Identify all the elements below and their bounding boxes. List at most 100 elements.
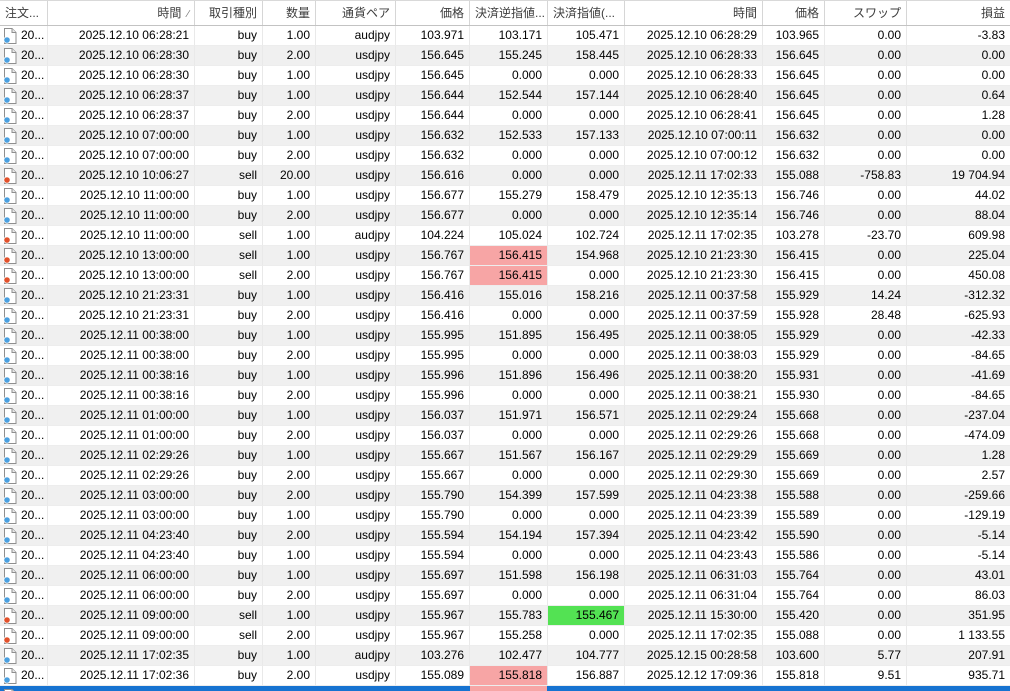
- column-header-time-close[interactable]: 時間: [625, 1, 763, 25]
- table-row[interactable]: 20... 2025.12.10 06:28:30 buy 2.00 usdjp…: [0, 46, 1010, 66]
- table-row[interactable]: 20... 2025.12.11 06:00:00 buy 1.00 usdjp…: [0, 566, 1010, 586]
- table-row[interactable]: 20... 2025.12.10 11:00:00 buy 2.00 usdjp…: [0, 206, 1010, 226]
- symbol-cell: usdjpy: [316, 346, 396, 366]
- table-row[interactable]: 20... 2025.12.11 17:02:36 buy 2.00 usdjp…: [0, 666, 1010, 686]
- symbol-cell: usdjpy: [316, 206, 396, 226]
- table-row[interactable]: 20... 2025.12.11 00:38:00 buy 2.00 usdjp…: [0, 346, 1010, 366]
- table-row[interactable]: 20... 2025.12.11 09:00:00 sell 2.00 usdj…: [0, 626, 1010, 646]
- column-header-order[interactable]: 注文...: [0, 1, 48, 25]
- order-document-icon: [3, 248, 17, 264]
- price-close-cell: 155.669: [763, 466, 825, 486]
- column-header-symbol[interactable]: 通貨ペア: [316, 1, 396, 25]
- type-cell: buy: [195, 586, 263, 606]
- column-header-type[interactable]: 取引種別: [195, 1, 263, 25]
- table-row[interactable]: 20... 2025.12.11 09:00:00 sell 1.00 usdj…: [0, 606, 1010, 626]
- profit-cell: 0.00: [907, 146, 1010, 166]
- price-open-cell: 155.996: [396, 366, 470, 386]
- order-cell: 20...: [0, 446, 48, 466]
- column-header-volume[interactable]: 数量: [263, 1, 316, 25]
- order-document-icon: [3, 468, 17, 484]
- order-cell: 20...: [0, 386, 48, 406]
- table-row[interactable]: 20... 2025.12.11 03:00:00 buy 2.00 usdjp…: [0, 486, 1010, 506]
- table-row[interactable]: 20... 2025.12.10 21:23:31 buy 1.00 usdjp…: [0, 286, 1010, 306]
- swap-cell: [825, 686, 907, 691]
- table-row[interactable]: 20... 2025.12.11 17:02:35 buy 1.00 audjp…: [0, 646, 1010, 666]
- table-row[interactable]: 20... 2025.12.10 13:00:00 sell 2.00 usdj…: [0, 266, 1010, 286]
- order-document-icon: [3, 428, 17, 444]
- column-header-stop-loss[interactable]: 決済逆指値...: [470, 1, 548, 25]
- time-close-cell: 2025.12.11 17:02:35: [625, 226, 763, 246]
- symbol-cell: usdjpy: [316, 606, 396, 626]
- swap-cell: 0.00: [825, 626, 907, 646]
- table-row[interactable]: 20... 2025.12.10 07:00:00 buy 2.00 usdjp…: [0, 146, 1010, 166]
- swap-cell: 0.00: [825, 46, 907, 66]
- table-row[interactable]: 20... 2025.12.10 11:00:00 buy 1.00 usdjp…: [0, 186, 1010, 206]
- time-open-cell: 2025.12.11 00:38:16: [48, 366, 195, 386]
- time-open-cell: 2025.12.10 11:00:00: [48, 186, 195, 206]
- table-row[interactable]: 20... 2025.12.10 21:23:31 buy 2.00 usdjp…: [0, 306, 1010, 326]
- table-row[interactable]: 20... 2025.12.11 00:38:16 buy 2.00 usdjp…: [0, 386, 1010, 406]
- stop-loss-cell: 0.000: [470, 146, 548, 166]
- table-row[interactable]: 20... 2025.12.11 04:23:40 buy 1.00 usdjp…: [0, 546, 1010, 566]
- profit-cell: -41.69: [907, 366, 1010, 386]
- table-row[interactable]: 20... 2025.12.11 01:00:00 buy 2.00 usdjp…: [0, 426, 1010, 446]
- price-close-cell: 155.588: [763, 486, 825, 506]
- time-close-cell: 2025.12.10 06:28:33: [625, 46, 763, 66]
- type-cell: sell: [195, 166, 263, 186]
- table-row[interactable]: 20... 2025.12.10 06:28:30 buy 1.00 usdjp…: [0, 66, 1010, 86]
- volume-cell: 2.00: [263, 626, 316, 646]
- price-open-cell: 104.224: [396, 226, 470, 246]
- time-open-cell: 2025.12.10 11:00:00: [48, 226, 195, 246]
- order-document-icon: [3, 128, 17, 144]
- stop-loss-cell: 0.000: [470, 466, 548, 486]
- stop-loss-cell: 151.895: [470, 326, 548, 346]
- table-row[interactable]: 20... 2025.12.11 06:00:00 buy 2.00 usdjp…: [0, 586, 1010, 606]
- order-document-icon: [3, 48, 17, 64]
- price-close-cell: 155.088: [763, 626, 825, 646]
- stop-loss-cell: 155.258: [470, 626, 548, 646]
- profit-cell: 0.00: [907, 46, 1010, 66]
- column-header-swap[interactable]: スワップ: [825, 1, 907, 25]
- type-cell: buy: [195, 26, 263, 46]
- column-header-profit[interactable]: 損益: [980, 6, 1005, 20]
- table-row[interactable]: 20... 2025.12.10 11:00:00 sell 1.00 audj…: [0, 226, 1010, 246]
- table-row[interactable]: 20... 2025.12.10 10:06:27 sell 20.00 usd…: [0, 166, 1010, 186]
- type-cell: buy: [195, 346, 263, 366]
- order-cell: 20...: [0, 526, 48, 546]
- order-cell: 20...: [0, 466, 48, 486]
- table-row[interactable]: 20... 2025.12.11 00:38:00 buy 1.00 usdjp…: [0, 326, 1010, 346]
- type-cell: sell: [195, 606, 263, 626]
- column-header-take-profit[interactable]: 決済指値(...: [548, 1, 625, 25]
- time-close-cell: 2025.12.10 07:00:12: [625, 146, 763, 166]
- table-row[interactable]: 20... 2025.12.10 06:28:21 buy 1.00 audjp…: [0, 26, 1010, 46]
- time-open-cell: 2025.12.11 17:02:36: [48, 666, 195, 686]
- price-open-cell: 156.677: [396, 206, 470, 226]
- volume-cell: 1.00: [263, 546, 316, 566]
- column-header-time-open[interactable]: 時間 ∕: [48, 1, 195, 25]
- order-document-icon: [3, 168, 17, 184]
- time-open-cell: 2025.12.10 13:00:00: [48, 266, 195, 286]
- table-row[interactable]: 20... 2025.12.11 03:00:00 buy 1.00 usdjp…: [0, 506, 1010, 526]
- column-header-price-open[interactable]: 価格: [396, 1, 470, 25]
- table-row[interactable]: 20... 2025.12.10 07:00:00 buy 1.00 usdjp…: [0, 126, 1010, 146]
- table-body: 20... 2025.12.10 06:28:21 buy 1.00 audjp…: [0, 26, 1010, 691]
- table-row[interactable]: 20... 2025.12.11 00:38:16 buy 1.00 usdjp…: [0, 366, 1010, 386]
- table-row[interactable]: 20... 2025.12.10 06:28:37 buy 1.00 usdjp…: [0, 86, 1010, 106]
- table-row[interactable]: 20... 2025.12.11 04:23:40 buy 2.00 usdjp…: [0, 526, 1010, 546]
- price-open-cell: 156.677: [396, 186, 470, 206]
- column-header-price-close[interactable]: 価格: [763, 1, 825, 25]
- table-row[interactable]: [0, 686, 1010, 691]
- table-row[interactable]: 20... 2025.12.11 02:29:26 buy 1.00 usdjp…: [0, 446, 1010, 466]
- table-row[interactable]: 20... 2025.12.11 02:29:26 buy 2.00 usdjp…: [0, 466, 1010, 486]
- order-cell: 20...: [0, 106, 48, 126]
- volume-cell: 1.00: [263, 406, 316, 426]
- stop-loss-cell: 102.477: [470, 646, 548, 666]
- table-row[interactable]: 20... 2025.12.10 06:28:37 buy 2.00 usdjp…: [0, 106, 1010, 126]
- table-row[interactable]: 20... 2025.12.10 13:00:00 sell 1.00 usdj…: [0, 246, 1010, 266]
- profit-cell: 0.00: [907, 66, 1010, 86]
- swap-cell: 0.00: [825, 66, 907, 86]
- table-row[interactable]: 20... 2025.12.11 01:00:00 buy 1.00 usdjp…: [0, 406, 1010, 426]
- profit-cell: 19 704.94: [907, 166, 1010, 186]
- time-close-cell: 2025.12.11 17:02:35: [625, 626, 763, 646]
- symbol-cell: usdjpy: [316, 246, 396, 266]
